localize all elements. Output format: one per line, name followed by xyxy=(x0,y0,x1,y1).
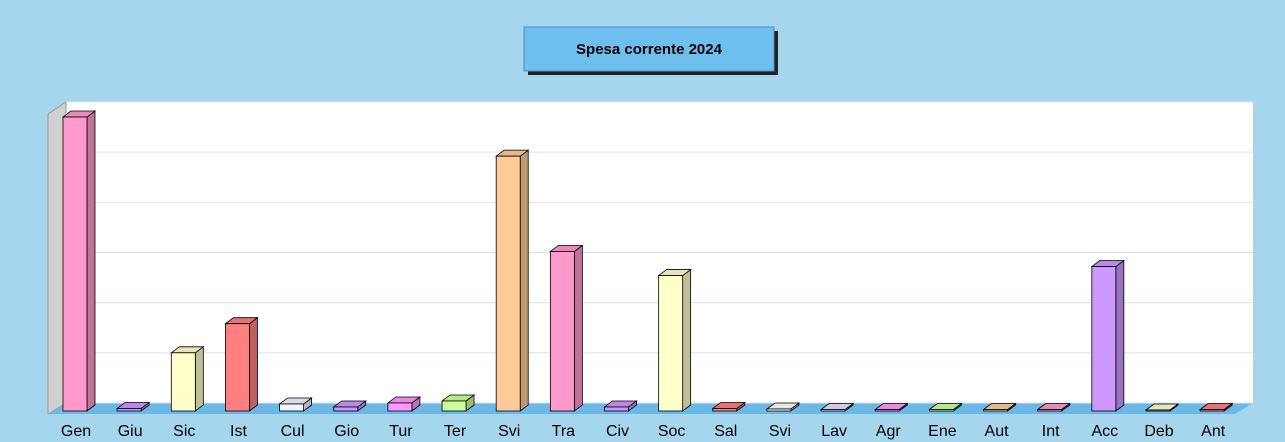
bar xyxy=(765,402,801,412)
bar-front xyxy=(495,155,521,412)
bar-side xyxy=(519,149,529,412)
bar-front xyxy=(766,408,792,412)
bar-front xyxy=(1037,409,1063,412)
bar xyxy=(1198,402,1234,412)
x-tick-label: Gio xyxy=(334,423,359,440)
x-tick-label: Int xyxy=(1042,423,1060,440)
bar-front xyxy=(441,400,467,412)
bar-front xyxy=(712,408,738,412)
bar-front xyxy=(1091,266,1117,412)
x-tick-label: Aut xyxy=(985,423,1010,440)
bar-front xyxy=(983,409,1008,412)
bar-front xyxy=(333,406,359,412)
bar xyxy=(874,402,909,412)
bar-front xyxy=(116,408,142,412)
bar xyxy=(224,316,259,412)
x-tick-label: Ter xyxy=(444,423,467,440)
bar-front xyxy=(170,352,196,412)
x-tick-label: Svi xyxy=(498,423,520,440)
bar xyxy=(819,402,855,412)
bar xyxy=(495,149,530,412)
x-tick-label: Agr xyxy=(876,423,902,440)
bar xyxy=(115,401,151,412)
x-tick-label: Ant xyxy=(1201,423,1226,440)
bar xyxy=(170,346,205,412)
x-tick-label: Tra xyxy=(552,423,576,440)
bar-side xyxy=(194,346,204,412)
x-tick-label: Sic xyxy=(173,423,195,440)
bar xyxy=(603,400,638,412)
bar xyxy=(332,400,367,412)
x-tick-label: Svi xyxy=(769,423,791,440)
bar xyxy=(1036,402,1071,412)
bar-front xyxy=(929,409,954,412)
x-tick-label: Civ xyxy=(606,423,629,440)
x-tick-label: Acc xyxy=(1092,423,1119,440)
title-box xyxy=(523,26,775,72)
bar xyxy=(278,397,313,412)
x-tick-label: Ene xyxy=(928,423,957,440)
bar xyxy=(982,402,1017,412)
bar xyxy=(61,110,97,412)
bar-front xyxy=(820,409,846,412)
bar-side xyxy=(1115,259,1125,412)
bar xyxy=(657,268,692,412)
bar xyxy=(549,244,584,412)
bar-side xyxy=(682,268,692,412)
bar-front xyxy=(225,323,250,412)
bar-front xyxy=(658,275,684,412)
x-tick-label: Ist xyxy=(230,423,247,440)
chart-title: Spesa corrente 2024 xyxy=(576,41,723,58)
bar-side xyxy=(249,316,258,412)
x-tick-label: Lav xyxy=(821,423,847,440)
bar xyxy=(711,401,746,412)
x-tick-label: Soc xyxy=(658,423,686,440)
x-tick-label: Giu xyxy=(118,423,143,440)
x-tick-label: Cul xyxy=(281,423,305,440)
bar xyxy=(386,396,422,412)
bar-side xyxy=(86,110,96,412)
bar-front xyxy=(549,251,575,412)
bar xyxy=(928,402,963,412)
x-tick-label: Sal xyxy=(714,423,737,440)
bar-front xyxy=(604,406,629,412)
bar-side xyxy=(573,244,583,412)
bar-front xyxy=(62,116,88,412)
bar-front xyxy=(1145,409,1171,412)
x-tick-label: Gen xyxy=(61,423,91,440)
x-tick-label: Tur xyxy=(389,423,413,440)
bar-front xyxy=(1199,409,1225,412)
bar-front xyxy=(279,403,305,412)
bar-front xyxy=(874,409,900,412)
bar xyxy=(1144,403,1180,412)
bar-front xyxy=(387,402,413,412)
bar xyxy=(1090,259,1126,412)
x-tick-label: Deb xyxy=(1144,423,1173,440)
bar xyxy=(440,394,476,412)
